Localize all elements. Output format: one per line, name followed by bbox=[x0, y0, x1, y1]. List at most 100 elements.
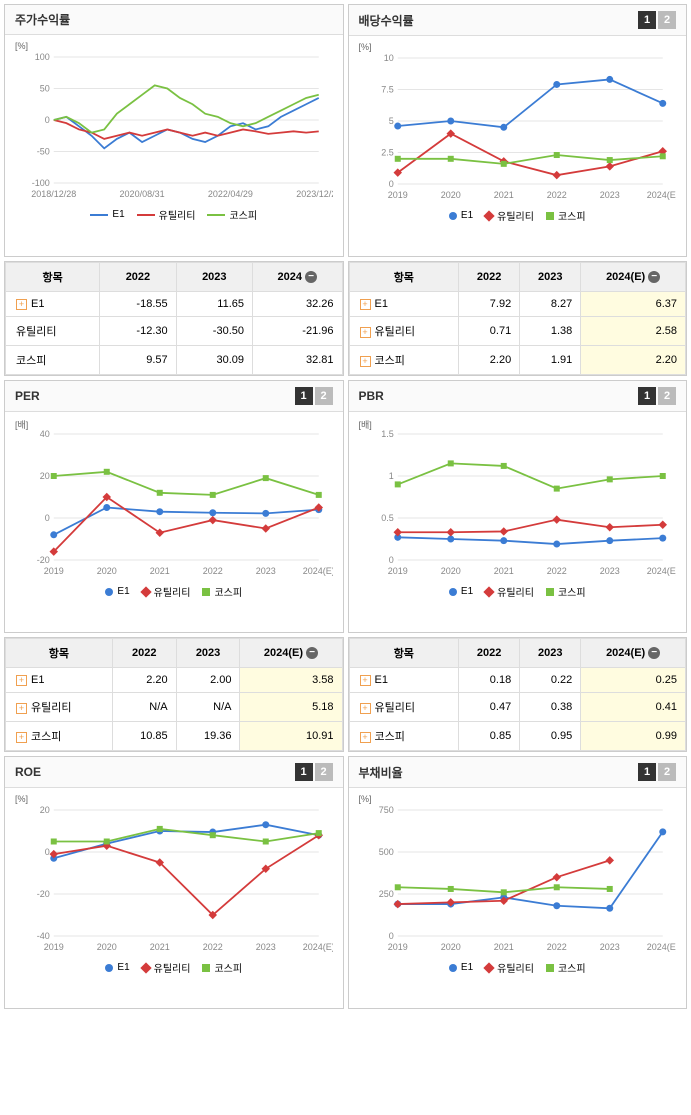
collapse-icon[interactable]: − bbox=[306, 647, 318, 659]
tab-2[interactable]: 2 bbox=[658, 11, 676, 29]
expand-icon[interactable]: + bbox=[360, 703, 371, 714]
col-header: 2023 bbox=[176, 639, 240, 668]
expand-icon[interactable]: + bbox=[360, 356, 371, 367]
row-label: +E1 bbox=[6, 668, 113, 693]
svg-text:750: 750 bbox=[378, 805, 393, 815]
cell: 0.95 bbox=[520, 722, 581, 751]
tab-2[interactable]: 2 bbox=[315, 763, 333, 781]
cell: 0.38 bbox=[520, 693, 581, 722]
cell: 0.25 bbox=[581, 668, 686, 693]
svg-text:0: 0 bbox=[45, 513, 50, 523]
cell: 19.36 bbox=[176, 722, 240, 751]
table-row: +유틸리티N/AN/A5.18 bbox=[6, 693, 343, 722]
svg-text:-40: -40 bbox=[37, 931, 50, 941]
data-table: 항목202220232024−+E1-18.5511.6532.26유틸리티-1… bbox=[5, 262, 343, 375]
svg-text:2022: 2022 bbox=[203, 942, 223, 952]
col-header: 2024(E)− bbox=[581, 639, 686, 668]
svg-text:2021: 2021 bbox=[493, 566, 513, 576]
table-row: 코스피9.5730.0932.81 bbox=[6, 346, 343, 375]
tab-1[interactable]: 1 bbox=[295, 387, 313, 405]
cell: N/A bbox=[176, 693, 240, 722]
cell: 6.37 bbox=[581, 292, 686, 317]
table-row: 유틸리티-12.30-30.50-21.96 bbox=[6, 317, 343, 346]
title-debt: 부채비율 bbox=[359, 764, 403, 781]
cell: 10.85 bbox=[112, 722, 176, 751]
chart-stock-return: -100-500501002018/12/282020/08/312022/04… bbox=[15, 43, 333, 203]
collapse-icon[interactable]: − bbox=[648, 271, 660, 283]
expand-icon[interactable]: + bbox=[16, 703, 27, 714]
row-label: 유틸리티 bbox=[6, 317, 100, 346]
panel-debt: 부채비율 12 [%] 0250500750201920202021202220… bbox=[348, 756, 688, 1009]
expand-icon[interactable]: + bbox=[16, 732, 27, 743]
svg-text:2024(E): 2024(E) bbox=[303, 942, 333, 952]
unit-label: [%] bbox=[359, 42, 372, 52]
table-row: +E1-18.5511.6532.26 bbox=[6, 292, 343, 317]
col-header: 2023 bbox=[520, 263, 581, 292]
tab-1[interactable]: 1 bbox=[638, 11, 656, 29]
cell: 10.91 bbox=[240, 722, 342, 751]
data-table: 항목202220232024(E)−+E17.928.276.37+유틸리티0.… bbox=[349, 262, 687, 375]
cell: 11.65 bbox=[176, 292, 252, 317]
row-label: +E1 bbox=[6, 292, 100, 317]
chart-div-yield: 02.557.510201920202021202220232024(E) bbox=[359, 44, 677, 204]
row-label: +코스피 bbox=[349, 346, 459, 375]
expand-icon[interactable]: + bbox=[360, 299, 371, 310]
cell: 2.00 bbox=[176, 668, 240, 693]
chart-debt: 0250500750201920202021202220232024(E) bbox=[359, 796, 677, 956]
panel-div-yield: 배당수익률 1 2 [%] 02.557.5102019202020212022… bbox=[348, 4, 688, 257]
tab-1[interactable]: 1 bbox=[295, 763, 313, 781]
tab-2[interactable]: 2 bbox=[315, 387, 333, 405]
svg-text:100: 100 bbox=[35, 52, 50, 62]
cell: N/A bbox=[112, 693, 176, 722]
svg-text:2024(E): 2024(E) bbox=[646, 566, 676, 576]
collapse-icon[interactable]: − bbox=[648, 647, 660, 659]
svg-text:2020: 2020 bbox=[440, 566, 460, 576]
svg-text:2022/04/29: 2022/04/29 bbox=[208, 189, 253, 199]
data-table: 항목202220232024(E)−+E10.180.220.25+유틸리티0.… bbox=[349, 638, 687, 751]
panel-pbr: PBR 12 [배] 00.511.5201920202021202220232… bbox=[348, 380, 688, 633]
table-stock-return: 항목202220232024−+E1-18.5511.6532.26유틸리티-1… bbox=[4, 261, 344, 376]
table-row: +E10.180.220.25 bbox=[349, 668, 686, 693]
panel-stock-return: 주가수익률 [%] -100-500501002018/12/282020/08… bbox=[4, 4, 344, 257]
svg-text:2020: 2020 bbox=[440, 190, 460, 200]
tabs: 1 2 bbox=[638, 11, 676, 29]
cell: 0.99 bbox=[581, 722, 686, 751]
tab-1[interactable]: 1 bbox=[638, 763, 656, 781]
tab-2[interactable]: 2 bbox=[658, 763, 676, 781]
panel-roe: ROE 12 [%] -40-2002020192020202120222023… bbox=[4, 756, 344, 1009]
cell: 7.92 bbox=[459, 292, 520, 317]
cell: -21.96 bbox=[253, 317, 343, 346]
cell: 0.71 bbox=[459, 317, 520, 346]
svg-text:2019: 2019 bbox=[387, 942, 407, 952]
cell: 0.22 bbox=[520, 668, 581, 693]
table-row: +E17.928.276.37 bbox=[349, 292, 686, 317]
row-label: +코스피 bbox=[6, 722, 113, 751]
cell: 32.81 bbox=[253, 346, 343, 375]
expand-icon[interactable]: + bbox=[360, 327, 371, 338]
chart-roe: -40-20020201920202021202220232024(E) bbox=[15, 796, 333, 956]
legend: E1 유틸리티 코스피 bbox=[15, 203, 333, 228]
svg-text:-20: -20 bbox=[37, 555, 50, 565]
col-header: 항목 bbox=[6, 263, 100, 292]
svg-text:2022: 2022 bbox=[546, 190, 566, 200]
svg-text:2019: 2019 bbox=[387, 190, 407, 200]
svg-text:2024(E): 2024(E) bbox=[303, 566, 333, 576]
expand-icon[interactable]: + bbox=[16, 675, 27, 686]
expand-icon[interactable]: + bbox=[360, 675, 371, 686]
col-header: 항목 bbox=[6, 639, 113, 668]
collapse-icon[interactable]: − bbox=[305, 271, 317, 283]
tab-1[interactable]: 1 bbox=[638, 387, 656, 405]
col-header: 2022 bbox=[459, 263, 520, 292]
table-row: +코스피10.8519.3610.91 bbox=[6, 722, 343, 751]
svg-text:2020/08/31: 2020/08/31 bbox=[120, 189, 165, 199]
svg-text:40: 40 bbox=[40, 429, 50, 439]
tab-2[interactable]: 2 bbox=[658, 387, 676, 405]
svg-text:2021: 2021 bbox=[150, 942, 170, 952]
row-label: +코스피 bbox=[349, 722, 459, 751]
expand-icon[interactable]: + bbox=[16, 299, 27, 310]
svg-text:2.5: 2.5 bbox=[381, 148, 394, 158]
expand-icon[interactable]: + bbox=[360, 732, 371, 743]
svg-text:0: 0 bbox=[45, 847, 50, 857]
svg-text:2019: 2019 bbox=[44, 566, 64, 576]
row-label: +유틸리티 bbox=[349, 693, 459, 722]
